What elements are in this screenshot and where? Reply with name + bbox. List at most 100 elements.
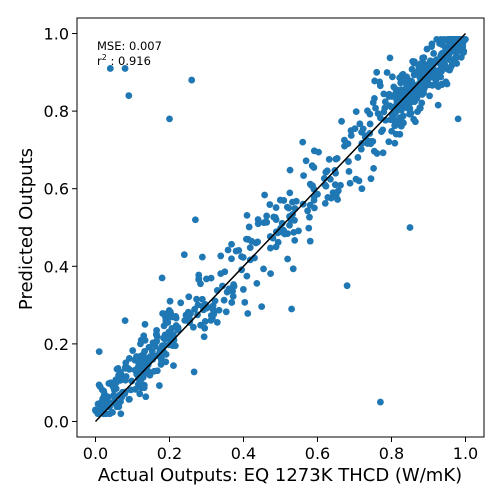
scatter-point — [107, 379, 115, 387]
scatter-point — [321, 199, 329, 207]
scatter-point — [153, 337, 161, 345]
scatter-point — [345, 168, 353, 175]
scatter-point — [200, 333, 208, 341]
y-tick-label: 0.0 — [44, 412, 69, 431]
scatter-point — [181, 316, 189, 324]
scatter-point — [112, 379, 120, 386]
scatter-point — [260, 265, 267, 273]
scatter-point — [254, 220, 262, 228]
scatter-point — [260, 219, 268, 227]
scatter-point — [291, 205, 299, 212]
scatter-point — [410, 81, 418, 89]
scatter-point — [239, 253, 247, 261]
scatter-point — [374, 110, 382, 118]
scatter-point — [331, 181, 339, 189]
scatter-point — [291, 236, 299, 244]
scatter-point — [238, 266, 246, 274]
scatter-point — [100, 387, 108, 395]
scatter-point — [189, 323, 197, 331]
scatter-point — [376, 82, 384, 90]
scatter-point — [306, 180, 314, 188]
scatter-point — [225, 285, 233, 293]
scatter-point — [122, 364, 129, 372]
x-axis-ticks: 0.0 0.2 0.4 0.6 0.8 1.0 — [83, 437, 478, 463]
scatter-point — [438, 41, 446, 48]
scatter-point — [302, 157, 310, 165]
scatter-point — [246, 244, 254, 252]
scatter-point — [454, 115, 462, 123]
scatter-point — [198, 295, 206, 303]
scatter-point — [453, 60, 461, 67]
annotation-r2-value: : 0.916 — [107, 54, 151, 68]
scatter-point — [127, 386, 135, 394]
scatter-point — [155, 382, 163, 389]
scatter-point — [215, 306, 223, 314]
scatter-point — [371, 95, 378, 102]
scatter-point — [370, 164, 378, 172]
points-layer — [92, 35, 469, 418]
scatter-point — [224, 246, 232, 254]
scatter-point — [420, 54, 428, 62]
scatter-point — [338, 117, 345, 125]
scatter-point — [308, 162, 316, 170]
scatter-point — [166, 297, 174, 305]
scatter-point — [137, 336, 145, 344]
scatter-point — [185, 293, 193, 301]
scatter-point — [370, 147, 378, 155]
scatter-point — [434, 101, 442, 109]
scatter-point — [295, 227, 302, 235]
scatter-point — [355, 177, 363, 185]
scatter-point — [433, 35, 441, 43]
scatter-point — [209, 306, 217, 314]
scatter-point — [153, 367, 161, 375]
scatter-point — [117, 410, 125, 418]
scatter-point — [160, 334, 167, 342]
scatter-point — [380, 90, 388, 98]
scatter-point — [104, 393, 112, 401]
scatter-point — [325, 155, 333, 163]
scatter-point — [299, 138, 307, 146]
scatter-point — [322, 168, 330, 176]
scatter-point — [286, 189, 294, 197]
scatter-point — [391, 139, 399, 147]
scatter-point — [333, 154, 341, 162]
scatter-point — [128, 377, 136, 385]
scatter-point — [232, 247, 240, 255]
scatter-point — [148, 347, 156, 355]
scatter-point — [283, 203, 291, 211]
plot-frame — [76, 17, 485, 438]
scatter-point — [300, 172, 307, 180]
scatter-point — [136, 390, 144, 398]
scatter-point — [230, 281, 237, 288]
scatter-point — [392, 130, 400, 138]
scatter-point — [266, 201, 274, 208]
scatter-point — [185, 312, 193, 319]
scatter-point — [201, 318, 209, 325]
scatter-point — [228, 240, 235, 248]
x-tick-label: 0.0 — [83, 444, 108, 463]
scatter-point — [267, 270, 274, 278]
scatter-point — [151, 342, 159, 350]
y-axis-label: Predicted Outputs — [16, 148, 37, 310]
scatter-point — [207, 316, 215, 324]
scatter-point — [351, 125, 359, 132]
scatter-point — [95, 381, 103, 389]
y-tick-label: 0.8 — [44, 102, 69, 121]
scatter-point — [110, 393, 118, 400]
scatter-point — [213, 318, 221, 326]
scatter-point — [314, 190, 321, 198]
x-tick-label: 0.4 — [231, 444, 256, 463]
scatter-point — [357, 145, 365, 153]
scatter-point — [217, 252, 225, 260]
scatter-point — [243, 212, 251, 219]
scatter-point — [356, 120, 364, 128]
scatter-point — [388, 93, 396, 100]
scatter-point — [390, 83, 398, 91]
scatter-point — [188, 76, 196, 84]
scatter-point — [416, 83, 424, 91]
scatter-point — [430, 50, 438, 57]
scatter-point — [345, 158, 352, 165]
scatter-point — [358, 185, 366, 193]
scatter-point — [203, 275, 210, 283]
